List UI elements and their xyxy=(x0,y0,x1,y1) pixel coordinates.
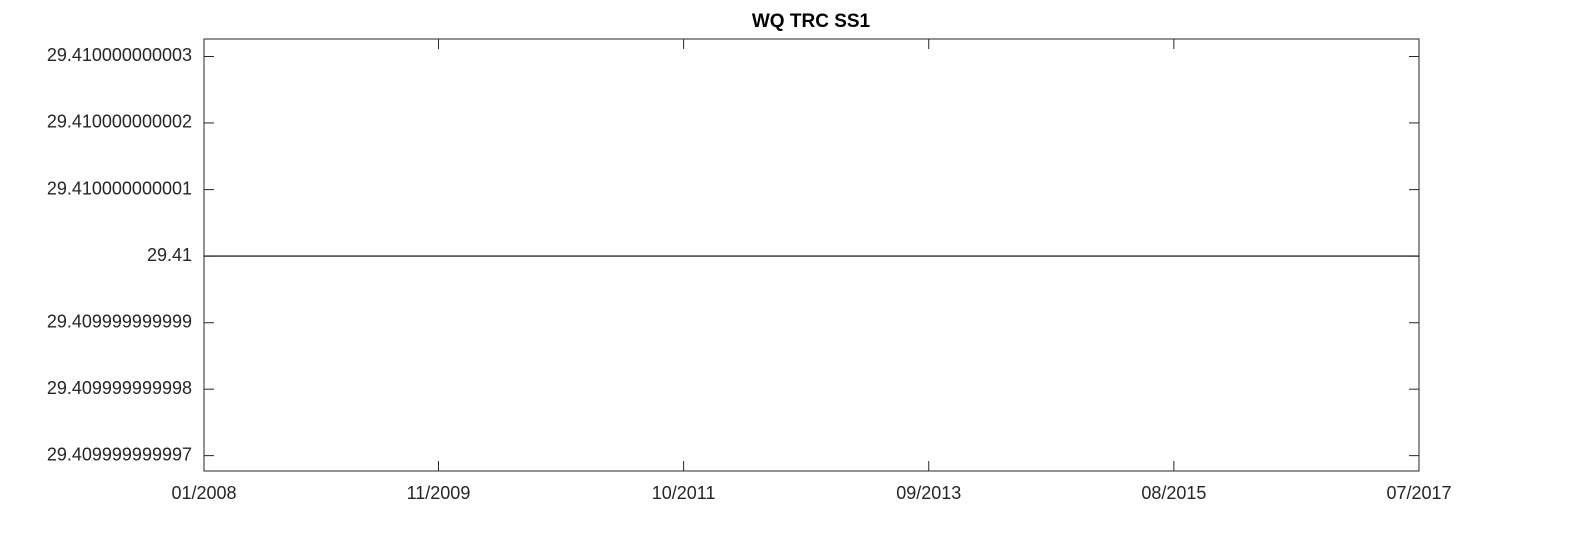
axes-box xyxy=(203,38,1420,472)
x-tick-label: 10/2011 xyxy=(652,483,716,503)
y-tick-label: 29.410000000003 xyxy=(47,45,192,65)
y-tick-label: 29.409999999999 xyxy=(47,311,192,331)
y-tick-label: 29.41 xyxy=(147,245,192,265)
x-tick-label: 09/2013 xyxy=(896,483,961,503)
y-tick-label: 29.409999999997 xyxy=(47,444,192,464)
y-tick-label: 29.410000000002 xyxy=(47,112,192,132)
chart-title: WQ TRC SS1 xyxy=(752,11,871,32)
y-tick-label: 29.409999999998 xyxy=(47,378,192,398)
x-tick-label: 11/2009 xyxy=(407,483,471,503)
x-tick-label: 08/2015 xyxy=(1141,483,1206,503)
y-tick-label: 29.410000000001 xyxy=(47,178,192,198)
x-tick-label: 01/2008 xyxy=(171,483,236,503)
x-tick-label: 07/2017 xyxy=(1386,483,1451,503)
